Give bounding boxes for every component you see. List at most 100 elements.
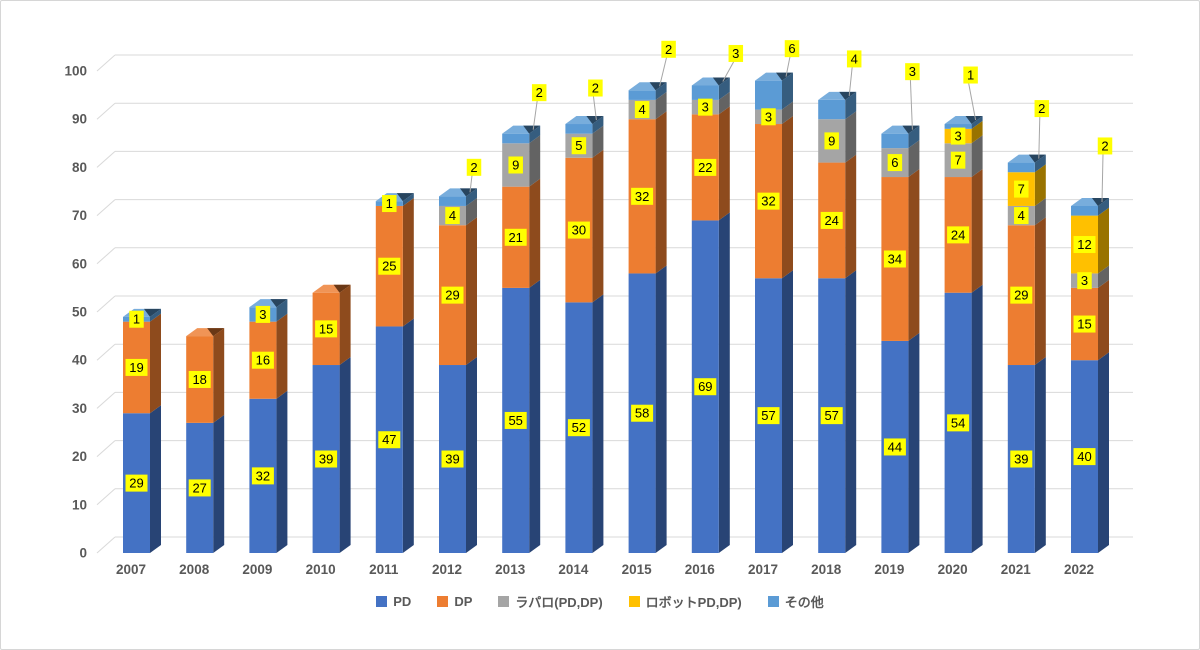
data-label-bg	[445, 207, 460, 225]
bar-top-bevel	[270, 299, 288, 308]
data-label: 19	[129, 360, 143, 375]
data-label: 34	[888, 251, 902, 266]
y-axis-depth-tick	[96, 440, 116, 457]
bar-segment-その他-2017[interactable]	[755, 80, 782, 110]
bar-segment-その他-2016[interactable]	[691, 85, 719, 100]
data-label: 3	[702, 100, 709, 115]
y-axis-depth-tick	[96, 102, 116, 120]
bar-top-bevel	[333, 284, 351, 293]
legend-item-DP[interactable]: DP	[437, 594, 472, 609]
data-label: 9	[512, 157, 519, 172]
bar-side-DP-2022	[1098, 279, 1109, 361]
bar-side-その他-2007	[150, 308, 161, 322]
bar-side-PD-2015	[655, 265, 667, 553]
bar-segment-その他-2014[interactable]	[565, 124, 593, 134]
data-label: 55	[508, 413, 522, 428]
bar-side-PD-2007	[150, 405, 161, 553]
data-label: 9	[828, 133, 835, 148]
callout-label: 2	[536, 85, 543, 100]
callout-label-bg	[963, 66, 978, 84]
bar-segment-その他-2015[interactable]	[628, 90, 656, 100]
bar-side-ラパロ(PD,DP)-2022	[1098, 265, 1109, 288]
bar-side-ラパロ(PD,DP)-2012	[466, 197, 477, 226]
data-label: 12	[1077, 237, 1091, 252]
bar-side-DP-2010	[339, 284, 351, 366]
legend-label: PD	[393, 594, 412, 609]
y-axis-label: 0	[79, 546, 87, 561]
bar-top-bevel	[649, 82, 667, 91]
data-label-bg	[1010, 286, 1033, 304]
y-axis-label: 50	[72, 305, 87, 320]
callout-label-bg	[1097, 137, 1113, 155]
x-axis-label-2019: 2019	[874, 562, 904, 577]
callout-label-bg	[661, 40, 676, 58]
bar-side-ラパロ(PD,DP)-2017	[782, 101, 793, 125]
callout-label: 3	[732, 46, 739, 61]
data-label: 4	[1018, 208, 1025, 223]
data-label-bg	[820, 407, 843, 425]
bar-segment-その他-2020[interactable]	[944, 124, 972, 129]
bar-side-その他-2009	[276, 299, 288, 322]
data-label: 32	[635, 189, 649, 204]
y-axis-label: 80	[72, 160, 87, 175]
y-axis-depth-tick	[96, 536, 116, 554]
bar-side-PD-2019	[908, 332, 920, 553]
bar-side-PD-2014	[592, 294, 604, 553]
data-label-bg	[883, 250, 906, 268]
data-label: 18	[192, 372, 206, 387]
bar-side-ロボットPD,DP)-2021	[1034, 164, 1046, 206]
data-label-bg	[504, 411, 527, 429]
data-label: 27	[192, 480, 206, 495]
bar-segment-その他-2018[interactable]	[818, 99, 846, 120]
bar-side-DP-2009	[276, 313, 288, 399]
y-axis-label: 100	[64, 64, 87, 79]
data-label-bg	[251, 467, 274, 485]
bar-side-PD-2018	[845, 270, 857, 553]
bar-side-PD-2016	[718, 212, 730, 554]
bar-top-bevel	[396, 193, 414, 202]
x-axis-label-2020: 2020	[938, 562, 968, 577]
callout-leader-line	[1101, 153, 1104, 202]
legend-swatch-icon	[376, 596, 388, 607]
bar-side-その他-2019	[908, 125, 920, 149]
bar-segment-その他-2012[interactable]	[439, 196, 466, 206]
legend-swatch-icon	[437, 596, 449, 607]
bar-segment-その他-2013[interactable]	[502, 133, 530, 144]
data-label-bg	[567, 419, 590, 437]
legend-label: ラパロ(PD,DP)	[515, 595, 603, 610]
data-label-bg	[634, 101, 650, 119]
bar-side-ラパロ(PD,DP)-2015	[655, 91, 667, 120]
x-axis-label-2008: 2008	[179, 562, 210, 577]
bar-side-PD-2017	[782, 270, 793, 553]
data-label-bg	[378, 431, 401, 449]
bar-segment-その他-2022[interactable]	[1071, 205, 1098, 216]
x-axis-label-2014: 2014	[558, 562, 589, 577]
bar-side-DP-2007	[150, 313, 161, 414]
y-axis-depth-tick	[96, 392, 116, 409]
data-label-bg	[947, 226, 970, 244]
bar-top-bevel	[902, 125, 920, 134]
data-label-bg	[950, 127, 966, 145]
y-axis-label: 60	[72, 256, 87, 271]
legend-item-ロボットPD,DP)[interactable]: ロボットPD,DP)	[628, 592, 742, 611]
legend-item-ラパロ(PD,DP)[interactable]: ラパロ(PD,DP)	[498, 592, 603, 611]
bar-segment-その他-2021[interactable]	[1007, 162, 1035, 173]
data-label-bg	[125, 358, 148, 376]
data-label-bg	[1014, 180, 1029, 198]
data-label: 3	[1081, 273, 1088, 288]
legend-item-その他[interactable]: その他	[767, 592, 824, 611]
bar-segment-その他-2019[interactable]	[881, 133, 909, 149]
callout-label: 2	[592, 81, 599, 96]
bar-side-DP-2008	[213, 328, 225, 423]
data-label: 7	[954, 153, 961, 168]
callout-label-bg	[466, 158, 482, 176]
data-label: 15	[1077, 317, 1091, 332]
data-label-bg	[441, 286, 464, 304]
y-axis-label: 20	[72, 449, 87, 464]
data-label-bg	[698, 98, 713, 116]
bar-top-bevel	[776, 72, 793, 81]
data-label-bg	[567, 221, 590, 239]
legend-item-PD[interactable]: PD	[376, 594, 411, 609]
data-label-bg	[382, 195, 397, 213]
data-label-bg	[1073, 315, 1096, 333]
